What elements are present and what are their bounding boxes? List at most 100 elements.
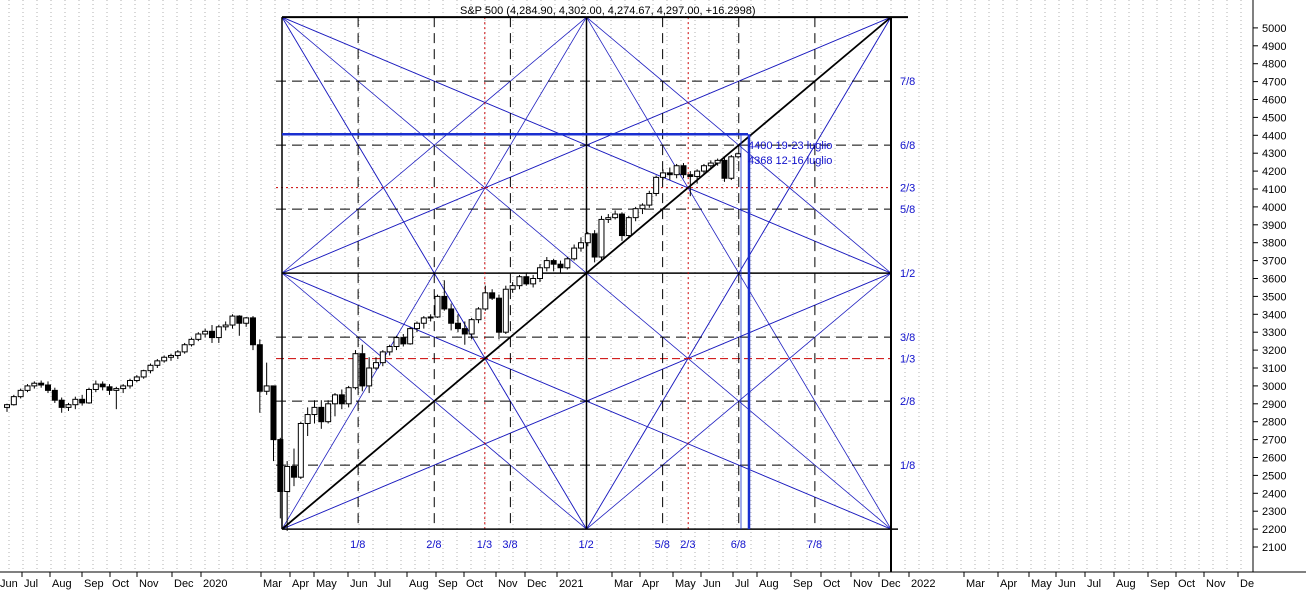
candle-body — [85, 388, 92, 404]
x-tick-label: Aug — [52, 578, 72, 590]
x-tick-label: Sep — [84, 578, 104, 590]
y-tick-label: 4700 — [1262, 77, 1286, 89]
y-tick-label: 2600 — [1262, 453, 1286, 465]
horizontal-division-label: 1/8 — [900, 460, 915, 472]
x-tick-label: Oct — [466, 578, 483, 590]
candle-body — [297, 422, 304, 478]
candle-body — [208, 330, 215, 339]
candle-body — [680, 165, 687, 176]
candle-body — [372, 362, 379, 369]
candle-body — [694, 170, 701, 177]
candlestick-series — [4, 153, 742, 531]
candle-body — [393, 337, 400, 348]
x-tick-label: De — [1240, 578, 1254, 590]
candle-body — [461, 328, 468, 335]
candle-body — [564, 258, 571, 269]
candle-body — [284, 465, 291, 493]
x-tick-label: Sep — [438, 578, 458, 590]
candle-body — [543, 260, 550, 269]
candle-body — [72, 398, 79, 406]
y-tick-label: 3700 — [1262, 256, 1286, 268]
y-tick-label: 4300 — [1262, 148, 1286, 160]
y-tick-label: 3900 — [1262, 220, 1286, 232]
x-tick-label: 2020 — [203, 578, 227, 590]
horizontal-division-label: 2/3 — [900, 183, 915, 195]
candle-body — [482, 292, 489, 310]
candle-body — [420, 317, 427, 324]
candle-body — [434, 295, 441, 318]
candle-body — [65, 404, 72, 408]
y-tick-label: 4000 — [1262, 202, 1286, 214]
x-tick-label: Jul — [1087, 578, 1101, 590]
candle-body — [290, 465, 297, 478]
candle-body — [612, 213, 619, 219]
y-tick-label: 2200 — [1262, 524, 1286, 536]
x-tick-label: Jul — [24, 578, 38, 590]
candle-body — [632, 208, 639, 219]
annotation-previous-week: 4368 12-16 luglio — [748, 155, 832, 167]
x-tick-label: May — [1031, 578, 1052, 590]
candle-body — [728, 156, 735, 179]
candle-body — [263, 385, 270, 392]
y-tick-label: 2300 — [1262, 506, 1286, 518]
candle-body — [249, 317, 256, 346]
x-axis-ticks: Jun Jul Aug Sep Oct Nov Dec 2020 Mar Apr May Jun Jul… — [0, 572, 1254, 590]
candle-body — [10, 396, 17, 406]
horizontal-division-label: 2/8 — [900, 396, 915, 408]
y-tick-label: 3000 — [1262, 381, 1286, 393]
gann-fan-line — [281, 16, 587, 274]
candle-body — [24, 385, 31, 391]
x-tick-label: Apr — [1000, 578, 1017, 590]
candle-body — [605, 217, 612, 220]
x-tick-label: Apr — [642, 578, 659, 590]
candle-body — [386, 346, 393, 353]
candle-body — [666, 172, 673, 176]
y-tick-label: 4100 — [1262, 184, 1286, 196]
x-tick-label: Mar — [614, 578, 633, 590]
candle-body — [147, 364, 154, 372]
candle-body — [625, 217, 632, 237]
candle-body — [161, 356, 168, 362]
y-axis-ticks: 2100 2200 2300 2400 2500 2600 2700 2800 2900 3000… — [1253, 23, 1286, 554]
candle-body — [687, 174, 694, 177]
candle-body — [222, 324, 229, 328]
candle-body — [44, 384, 51, 391]
candle-body — [413, 322, 420, 330]
candle-body — [441, 295, 448, 310]
candle-body — [448, 308, 455, 324]
candle-body — [571, 247, 578, 260]
candle-body — [126, 380, 133, 387]
target-lines — [282, 133, 751, 530]
y-tick-label: 3500 — [1262, 291, 1286, 303]
candle-body — [523, 276, 530, 285]
candle-body — [714, 159, 721, 164]
candle-body — [331, 394, 338, 405]
candle-body — [495, 297, 502, 333]
y-tick-label: 5000 — [1262, 23, 1286, 35]
division-labels: 1/8 2/8 1/3 3/8 1/2 5/8 2/3 6/8 7/8 1/8 2/8 1/3 3/8 1… — [350, 76, 915, 551]
candle-body — [591, 233, 598, 258]
y-tick-label: 2900 — [1262, 399, 1286, 411]
candle-body — [427, 316, 434, 319]
candle-body — [707, 162, 714, 167]
x-tick-label: Oct — [112, 578, 129, 590]
horizontal-division-label: 6/8 — [900, 140, 915, 152]
candle-body — [215, 326, 222, 339]
candle-body — [735, 153, 742, 158]
y-tick-label: 3600 — [1262, 274, 1286, 286]
candle-body — [345, 387, 352, 405]
candle-body — [256, 344, 263, 392]
candle-body — [195, 333, 202, 340]
x-tick-label: 2021 — [559, 578, 583, 590]
candle-body — [721, 159, 728, 179]
candle-body — [598, 218, 605, 258]
x-tick-label: Nov — [853, 578, 873, 590]
x-tick-label: Jun — [1058, 578, 1076, 590]
candle-body — [659, 172, 666, 178]
candle-body — [352, 353, 359, 389]
horizontal-division-label: 3/8 — [900, 332, 915, 344]
candle-body — [359, 353, 366, 387]
candle-body — [502, 288, 509, 333]
candle-body — [325, 403, 332, 423]
